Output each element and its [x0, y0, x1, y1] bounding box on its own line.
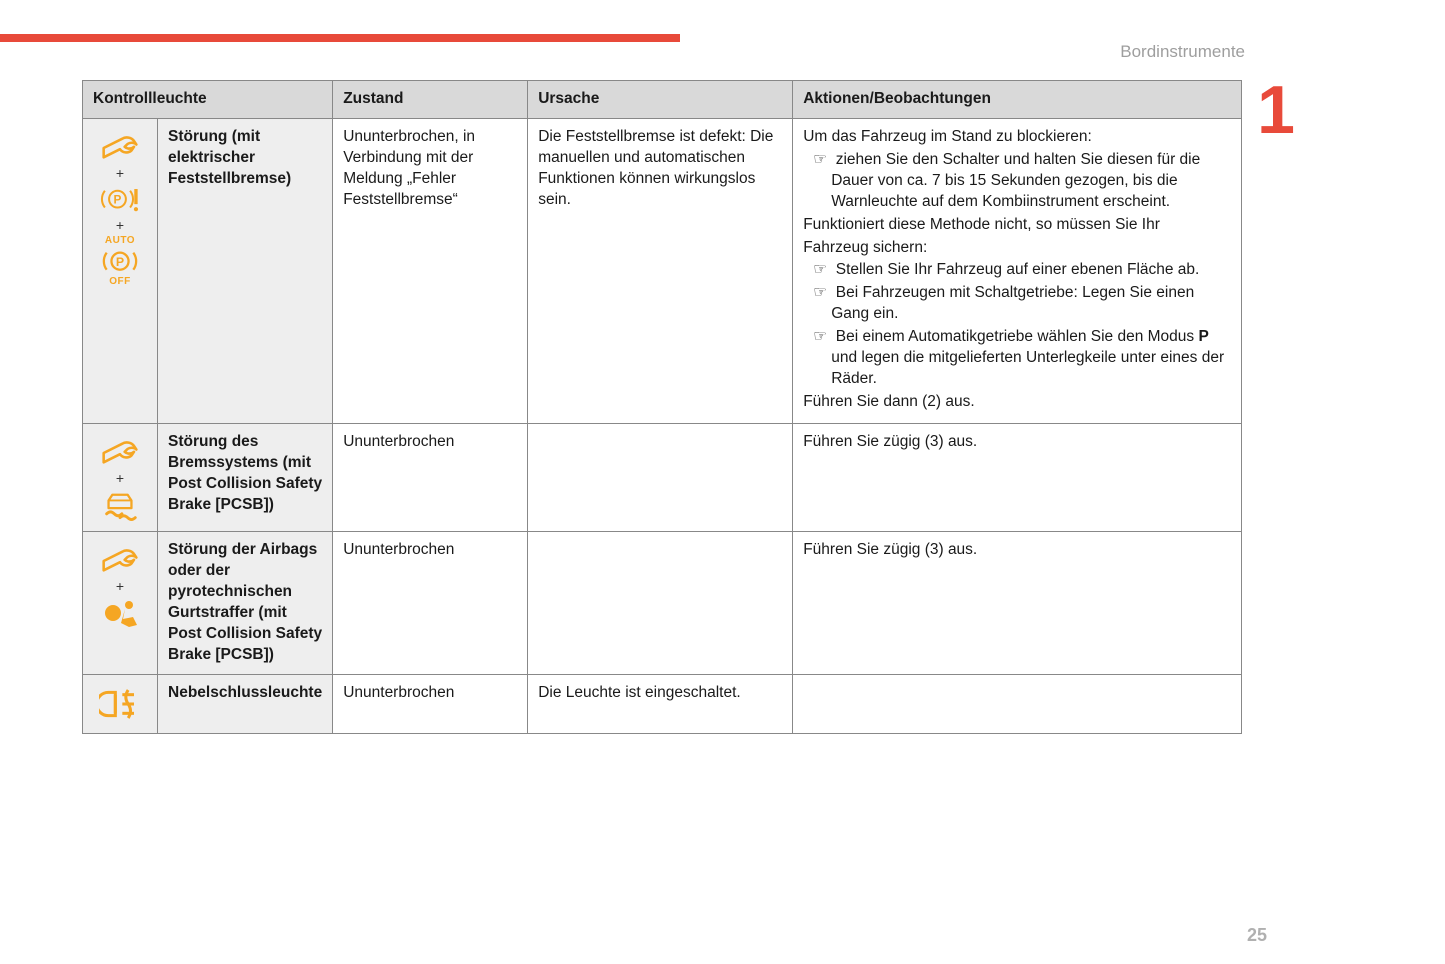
col-ursache: Ursache: [528, 81, 793, 119]
ursache-cell: [528, 532, 793, 675]
table-row: + Störung der Airbags oder der pyrotechn…: [83, 532, 1242, 675]
chapter-number: 1: [1257, 76, 1295, 144]
action-bullet: ☞ Bei einem Automatikgetriebe wählen Sie…: [803, 327, 1231, 390]
warning-name: Nebelschlussleuchte: [158, 674, 333, 733]
col-zustand: Zustand: [333, 81, 528, 119]
zustand-cell: Ununterbrochen: [333, 423, 528, 531]
page-number: 25: [1247, 925, 1267, 946]
col-aktionen: Aktionen/Beobachtungen: [793, 81, 1242, 119]
warning-lights-table: Kontrollleuchte Zustand Ursache Aktionen…: [82, 80, 1242, 734]
ursache-cell: Die Leuchte ist eingeschaltet.: [528, 674, 793, 733]
action-bullet: ☞ Stellen Sie Ihr Fahrzeug auf einer ebe…: [803, 260, 1231, 281]
zustand-cell: Ununterbrochen: [333, 674, 528, 733]
warning-name: Störung des Bremssystems (mit Post Colli…: [158, 423, 333, 531]
top-accent-bar: [0, 34, 680, 42]
icon-cell: +: [83, 532, 158, 675]
aktionen-cell: Führen Sie zügig (3) aus.: [793, 423, 1242, 531]
ursache-cell: Die Feststellbremse ist defekt: Die manu…: [528, 118, 793, 423]
plus-icon: +: [116, 166, 124, 180]
zustand-cell: Ununterbrochen: [333, 532, 528, 675]
plus-icon: +: [116, 218, 124, 232]
aktionen-cell: [793, 674, 1242, 733]
action-bullet: ☞ Bei Fahrzeugen mit Schaltgetriebe: Leg…: [803, 283, 1231, 325]
section-label: Bordinstrumente: [1120, 42, 1245, 62]
wrench-icon: [99, 432, 141, 467]
rear-fog-light-icon: [99, 683, 141, 725]
icon-cell: [83, 674, 158, 733]
action-bullet: ☞ ziehen Sie den Schalter und halten Sie…: [803, 150, 1231, 213]
aktionen-cell: Führen Sie zügig (3) aus.: [793, 532, 1242, 675]
table-row: + + AUTO OFF Störung (mit elektrischer F…: [83, 118, 1242, 423]
plus-icon: +: [116, 579, 124, 593]
warning-name: Störung (mit elektrischer Feststellbrems…: [158, 118, 333, 423]
table-header-row: Kontrollleuchte Zustand Ursache Aktionen…: [83, 81, 1242, 119]
plus-icon: +: [116, 471, 124, 485]
wrench-icon: [99, 540, 141, 575]
car-skid-icon: [99, 489, 141, 523]
action-text: Führen Sie dann (2) aus.: [803, 392, 1231, 413]
auto-p-off-icon: AUTO OFF: [101, 236, 139, 286]
icon-cell: + + AUTO OFF: [83, 118, 158, 423]
aktionen-cell: Um das Fahrzeug im Stand zu blockieren: …: [793, 118, 1242, 423]
action-text: Funktioniert diese Methode nicht, so müs…: [803, 215, 1231, 236]
icon-cell: +: [83, 423, 158, 531]
wrench-icon: [99, 127, 141, 162]
action-text: Um das Fahrzeug im Stand zu blockieren:: [803, 127, 1231, 148]
ursache-cell: [528, 423, 793, 531]
zustand-cell: Ununterbrochen, in Verbindung mit der Me…: [333, 118, 528, 423]
action-text: Fahrzeug sichern:: [803, 238, 1231, 259]
table-row: + Störung des Bremssystems (mit Post Col…: [83, 423, 1242, 531]
table-row: Nebelschlussleuchte Ununterbrochen Die L…: [83, 674, 1242, 733]
parking-brake-alert-icon: [99, 184, 141, 214]
warning-name: Störung der Airbags oder der pyrotechnis…: [158, 532, 333, 675]
airbag-icon: [99, 597, 141, 631]
col-kontrollleuchte: Kontrollleuchte: [83, 81, 333, 119]
